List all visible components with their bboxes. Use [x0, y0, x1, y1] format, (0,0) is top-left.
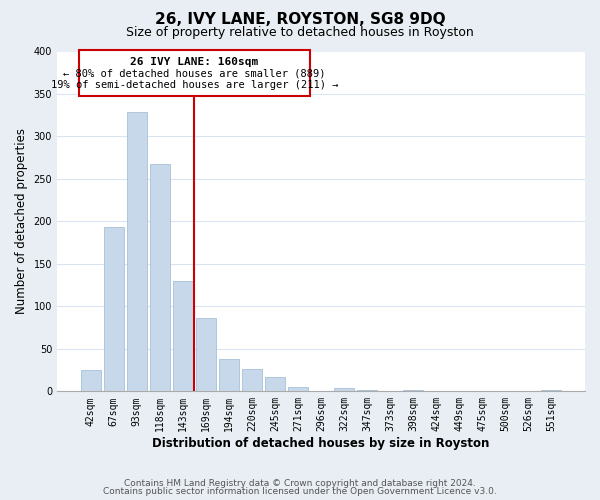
Bar [127, 112, 146, 392]
Bar [357, 390, 377, 392]
Bar [173, 281, 193, 392]
Y-axis label: Number of detached properties: Number of detached properties [15, 128, 28, 314]
FancyBboxPatch shape [79, 50, 310, 96]
Text: Contains HM Land Registry data © Crown copyright and database right 2024.: Contains HM Land Registry data © Crown c… [124, 478, 476, 488]
Bar [81, 370, 101, 392]
Bar [265, 377, 285, 392]
Text: Size of property relative to detached houses in Royston: Size of property relative to detached ho… [126, 26, 474, 39]
Text: 19% of semi-detached houses are larger (211) →: 19% of semi-detached houses are larger (… [50, 80, 338, 90]
Bar [219, 359, 239, 392]
Bar [196, 318, 216, 392]
X-axis label: Distribution of detached houses by size in Royston: Distribution of detached houses by size … [152, 437, 490, 450]
Text: ← 80% of detached houses are smaller (889): ← 80% of detached houses are smaller (88… [63, 68, 326, 78]
Bar [242, 369, 262, 392]
Text: Contains public sector information licensed under the Open Government Licence v3: Contains public sector information licen… [103, 487, 497, 496]
Bar [104, 228, 124, 392]
Bar [541, 390, 561, 392]
Bar [150, 164, 170, 392]
Text: 26, IVY LANE, ROYSTON, SG8 9DQ: 26, IVY LANE, ROYSTON, SG8 9DQ [155, 12, 445, 28]
Bar [403, 390, 423, 392]
Bar [334, 388, 354, 392]
Bar [288, 387, 308, 392]
Text: 26 IVY LANE: 160sqm: 26 IVY LANE: 160sqm [130, 56, 259, 66]
